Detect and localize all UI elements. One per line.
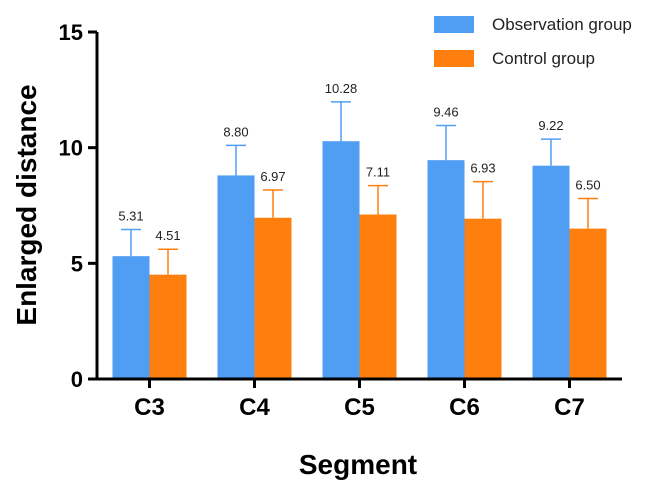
- x-tick-label-c6: C6: [449, 394, 480, 421]
- legend-label-control: Control group: [492, 49, 595, 68]
- legend-swatch-observation: [434, 16, 474, 33]
- legend-swatch-control: [434, 50, 474, 67]
- bar-observation-c4: [217, 175, 255, 379]
- y-tick-label: 0: [71, 367, 83, 392]
- x-tick-label-c7: C7: [554, 394, 585, 421]
- legend-label-observation: Observation group: [492, 15, 632, 34]
- y-tick-label: 10: [59, 136, 83, 161]
- bar-observation-c5: [322, 141, 360, 379]
- bar-control-c7: [569, 228, 607, 379]
- x-tick-label-c5: C5: [344, 394, 375, 421]
- data-label: 9.22: [538, 118, 563, 133]
- data-label: 5.31: [118, 209, 143, 224]
- legend: Observation group Control group: [434, 15, 632, 68]
- bars: 5.31 4.51 8.80 6.97 10.28 7.11 9.46 6.93 9.22 6.5…: [112, 81, 607, 379]
- bar-control-c6: [464, 218, 502, 379]
- y-tick-label: 5: [71, 251, 83, 276]
- data-label: 7.11: [366, 165, 390, 180]
- x-axis-title: Segment: [299, 449, 417, 480]
- y-tick-label: 15: [59, 20, 83, 45]
- bar-observation-c3: [112, 256, 150, 379]
- bar-observation-c6: [427, 160, 465, 379]
- bar-control-c3: [149, 274, 187, 379]
- data-label: 9.46: [433, 104, 458, 119]
- axes: 0 5 10 15 C3 C4 C5 C6 C7: [59, 20, 622, 421]
- bar-control-c5: [359, 214, 397, 379]
- data-label: 4.51: [155, 228, 180, 243]
- data-label: 8.80: [223, 124, 248, 139]
- data-label: 6.93: [470, 161, 495, 176]
- data-label: 10.28: [325, 81, 358, 96]
- bar-observation-c7: [532, 165, 570, 379]
- data-label: 6.50: [575, 178, 600, 193]
- bar-control-c4: [254, 217, 292, 379]
- x-tick-label-c3: C3: [134, 394, 165, 421]
- data-label: 6.97: [260, 169, 285, 184]
- y-axis-title: Enlarged distance: [11, 84, 42, 325]
- x-tick-label-c4: C4: [239, 394, 270, 421]
